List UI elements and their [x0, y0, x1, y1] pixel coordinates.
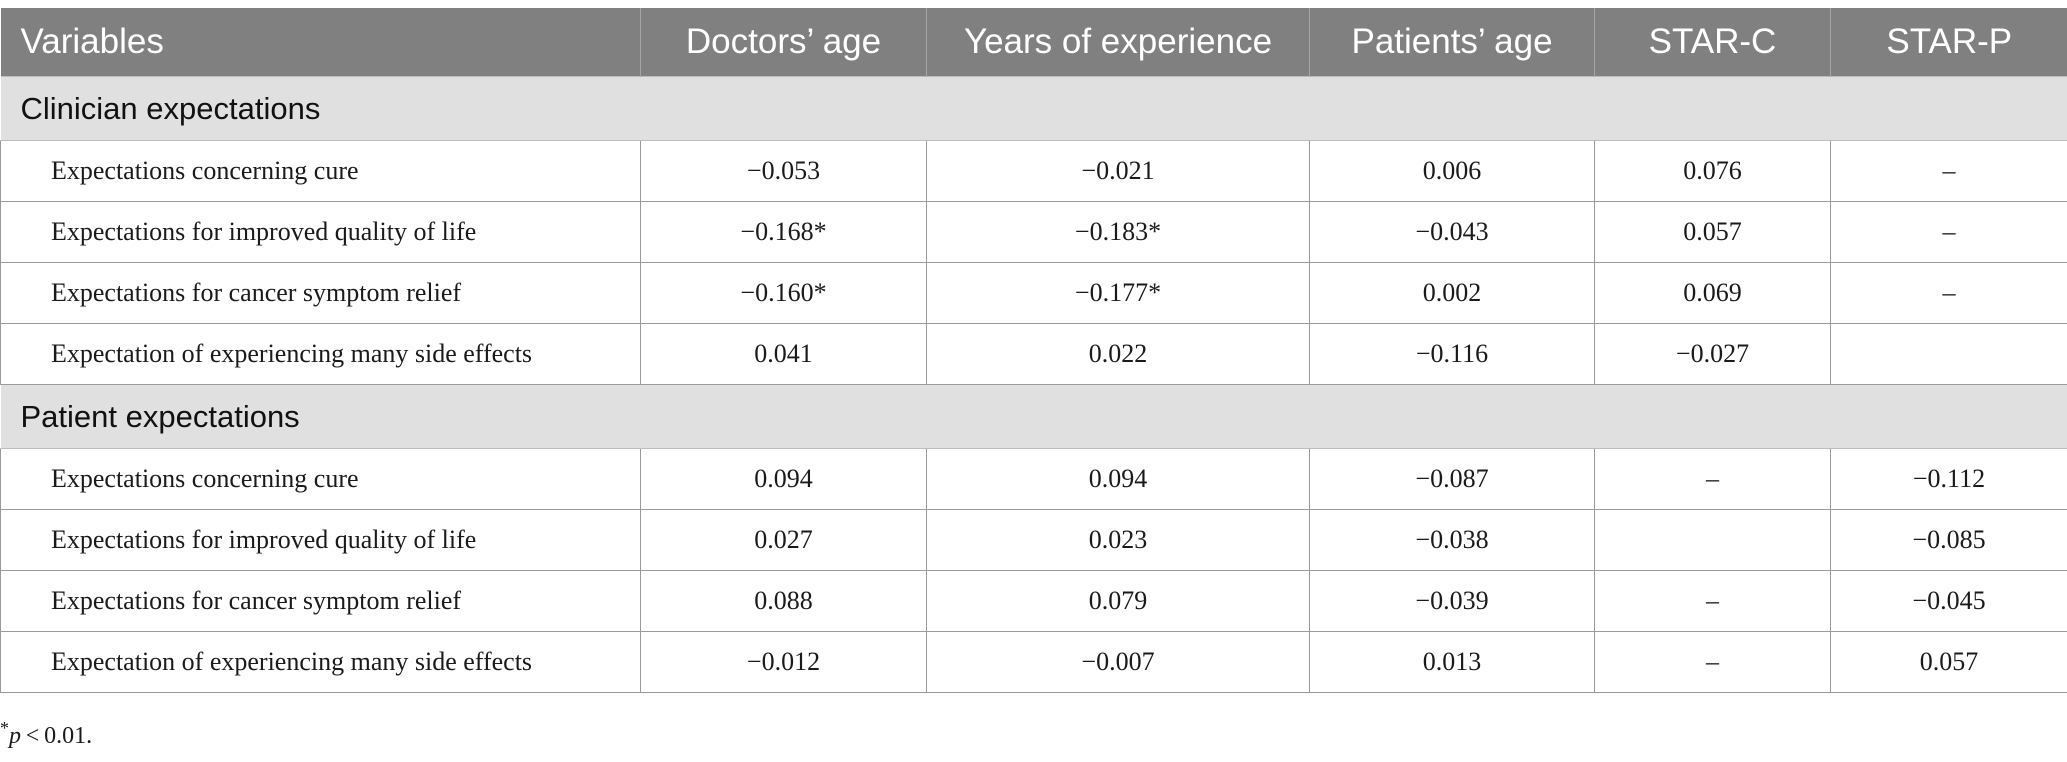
cell-doctors-age: 0.027	[640, 509, 927, 571]
cell-patients-age: −0.043	[1309, 201, 1595, 263]
footnote-variable: p	[9, 723, 21, 749]
header-years-of-experience: Years of experience	[926, 8, 1310, 77]
cell-doctors-age: −0.012	[640, 631, 927, 693]
cell-star-p: –	[1830, 201, 2067, 263]
header-star-p: STAR-P	[1830, 8, 2067, 77]
row-label: Expectations for cancer symptom relief	[0, 570, 641, 632]
cell-patients-age: 0.013	[1309, 631, 1595, 693]
cell-star-p: –	[1830, 262, 2067, 324]
table-row: Expectation of experiencing many side ef…	[0, 323, 2067, 385]
cell-years-of-experience: 0.094	[926, 448, 1310, 510]
cell-doctors-age: −0.168*	[640, 201, 927, 263]
header-variables: Variables	[0, 8, 641, 77]
cell-years-of-experience: 0.022	[926, 323, 1310, 385]
cell-star-p: −0.045	[1830, 570, 2067, 632]
cell-years-of-experience: −0.007	[926, 631, 1310, 693]
cell-years-of-experience: 0.079	[926, 570, 1310, 632]
table-footnote: *p < 0.01.	[0, 718, 92, 750]
header-row: Variables Doctors’ age Years of experien…	[0, 8, 2067, 77]
footnote-symbol: *	[0, 718, 9, 738]
header-star-c: STAR-C	[1594, 8, 1831, 77]
cell-doctors-age: −0.160*	[640, 262, 927, 324]
cell-years-of-experience: −0.183*	[926, 201, 1310, 263]
table-row: Expectation of experiencing many side ef…	[0, 631, 2067, 693]
header-doctors-age: Doctors’ age	[640, 8, 927, 77]
row-label: Expectation of experiencing many side ef…	[0, 323, 641, 385]
row-label: Expectations for cancer symptom relief	[0, 262, 641, 324]
cell-star-c	[1594, 509, 1831, 571]
cell-star-p: −0.085	[1830, 509, 2067, 571]
row-label: Expectations for improved quality of lif…	[0, 201, 641, 263]
cell-star-p: 0.057	[1830, 631, 2067, 693]
cell-star-c: –	[1594, 448, 1831, 510]
cell-star-c: –	[1594, 631, 1831, 693]
table-row: Expectations for cancer symptom relief 0…	[0, 570, 2067, 632]
section-title: Patient expectations	[0, 384, 2067, 449]
cell-star-c: −0.027	[1594, 323, 1831, 385]
section-row-clinician: Clinician expectations	[0, 76, 2067, 141]
cell-star-p: –	[1830, 140, 2067, 202]
row-label: Expectations concerning cure	[0, 448, 641, 510]
cell-star-p: −0.112	[1830, 448, 2067, 510]
cell-patients-age: −0.116	[1309, 323, 1595, 385]
cell-doctors-age: 0.088	[640, 570, 927, 632]
cell-years-of-experience: −0.177*	[926, 262, 1310, 324]
cell-patients-age: 0.002	[1309, 262, 1595, 324]
header-patients-age: Patients’ age	[1309, 8, 1595, 77]
cell-doctors-age: 0.041	[640, 323, 927, 385]
cell-years-of-experience: 0.023	[926, 509, 1310, 571]
cell-patients-age: 0.006	[1309, 140, 1595, 202]
table-row: Expectations concerning cure −0.053 −0.0…	[0, 140, 2067, 202]
cell-doctors-age: −0.053	[640, 140, 927, 202]
section-row-patient: Patient expectations	[0, 384, 2067, 449]
section-title: Clinician expectations	[0, 76, 2067, 141]
correlation-table: Variables Doctors’ age Years of experien…	[0, 8, 2067, 693]
table-row: Expectations for improved quality of lif…	[0, 509, 2067, 571]
cell-patients-age: −0.039	[1309, 570, 1595, 632]
cell-patients-age: −0.087	[1309, 448, 1595, 510]
cell-patients-age: −0.038	[1309, 509, 1595, 571]
cell-doctors-age: 0.094	[640, 448, 927, 510]
footnote-condition: < 0.01.	[21, 723, 93, 749]
cell-star-c: 0.057	[1594, 201, 1831, 263]
table-row: Expectations concerning cure 0.094 0.094…	[0, 448, 2067, 510]
row-label: Expectations for improved quality of lif…	[0, 509, 641, 571]
table-row: Expectations for cancer symptom relief −…	[0, 262, 2067, 324]
row-label: Expectation of experiencing many side ef…	[0, 631, 641, 693]
cell-years-of-experience: −0.021	[926, 140, 1310, 202]
row-label: Expectations concerning cure	[0, 140, 641, 202]
cell-star-p	[1830, 323, 2067, 385]
table-row: Expectations for improved quality of lif…	[0, 201, 2067, 263]
cell-star-c: –	[1594, 570, 1831, 632]
cell-star-c: 0.069	[1594, 262, 1831, 324]
cell-star-c: 0.076	[1594, 140, 1831, 202]
